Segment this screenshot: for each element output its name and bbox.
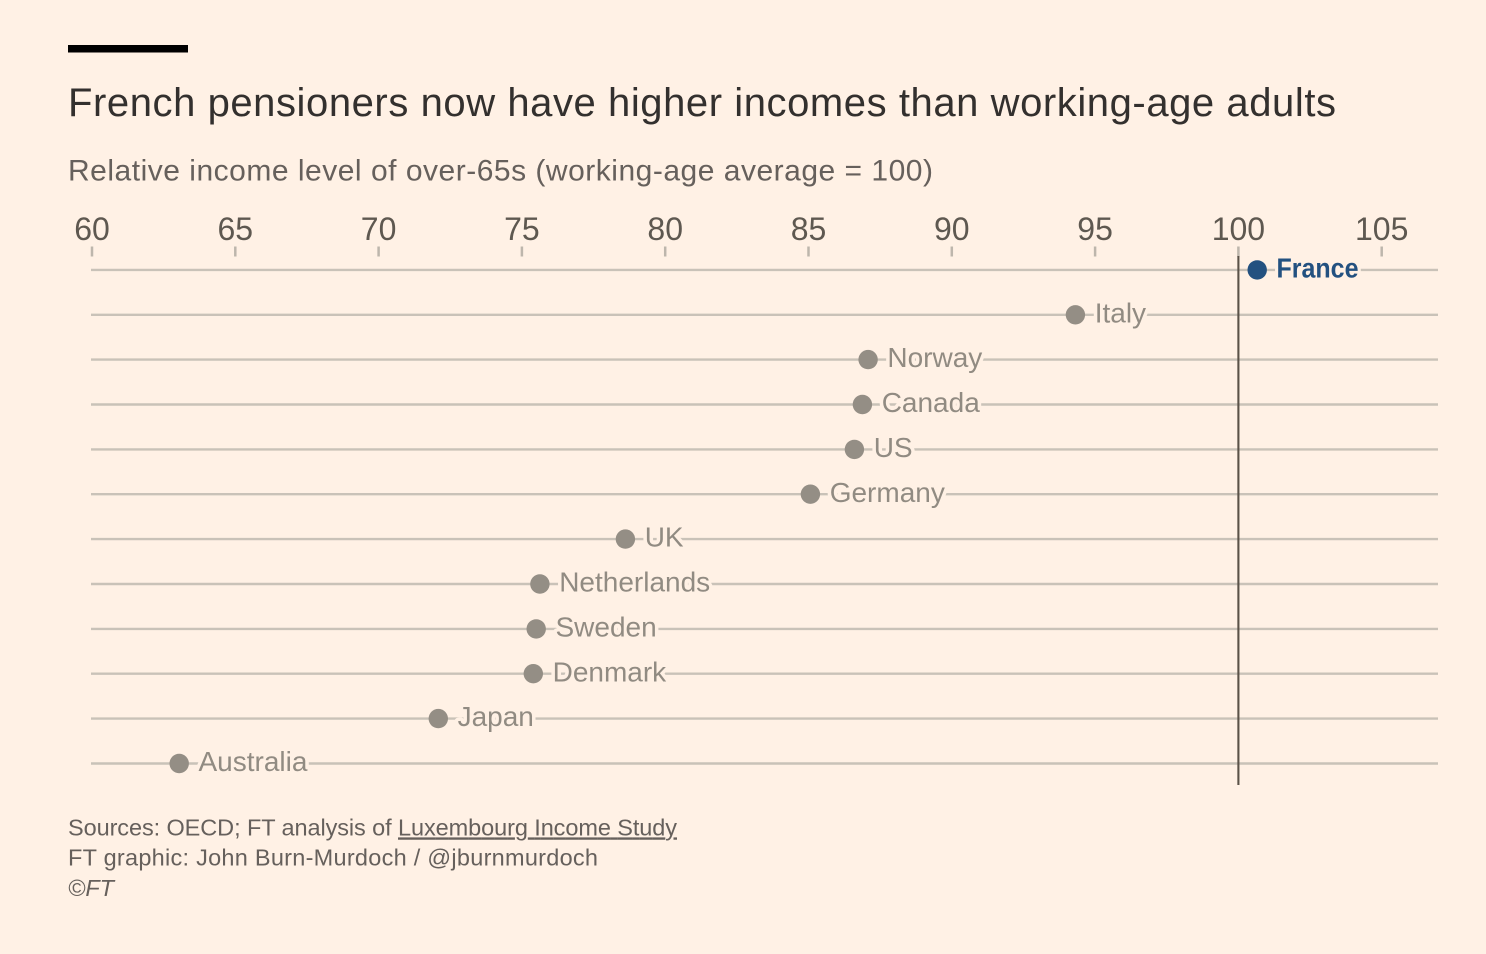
svg-text:FT graphic: John Burn-Murdoch: FT graphic: John Burn-Murdoch / @jburnmu…	[68, 845, 598, 871]
svg-text:105: 105	[1355, 211, 1408, 247]
svg-text:UK: UK	[645, 522, 684, 553]
svg-text:60: 60	[74, 211, 110, 247]
svg-text:Denmark: Denmark	[553, 656, 668, 687]
svg-text:Norway: Norway	[887, 342, 982, 373]
svg-text:Australia: Australia	[199, 746, 308, 777]
svg-text:Sources: OECD; FT analysis of: Sources: OECD; FT analysis of Luxembourg…	[68, 814, 677, 840]
svg-text:Germany: Germany	[830, 477, 945, 508]
svg-text:©FT: ©FT	[68, 875, 116, 901]
svg-text:65: 65	[218, 211, 254, 247]
svg-text:90: 90	[934, 211, 970, 247]
svg-text:80: 80	[647, 211, 683, 247]
svg-text:100: 100	[1212, 211, 1265, 247]
svg-text:French pensioners now have hig: French pensioners now have higher income…	[68, 81, 1336, 125]
svg-text:70: 70	[361, 211, 397, 247]
svg-text:Italy: Italy	[1095, 297, 1146, 328]
svg-text:85: 85	[791, 211, 827, 247]
svg-text:Relative income level of over-: Relative income level of over-65s (worki…	[68, 155, 933, 188]
svg-text:Netherlands: Netherlands	[559, 567, 710, 598]
svg-text:Canada: Canada	[882, 387, 981, 418]
svg-text:France: France	[1277, 253, 1359, 284]
svg-text:75: 75	[504, 211, 540, 247]
svg-text:Japan: Japan	[458, 701, 534, 732]
svg-text:US: US	[874, 432, 913, 463]
svg-text:95: 95	[1077, 211, 1113, 247]
svg-text:Sweden: Sweden	[556, 612, 657, 643]
